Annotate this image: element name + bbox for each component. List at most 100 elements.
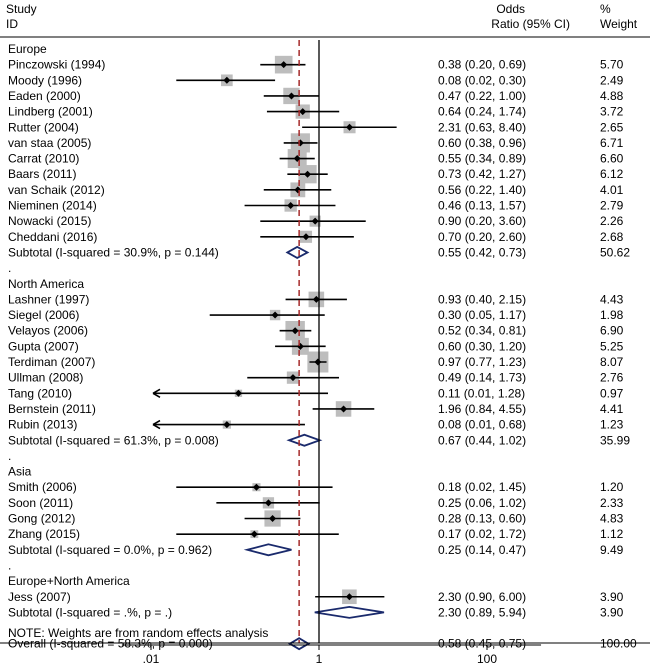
study-or-ci: 0.49 (0.14, 1.73) xyxy=(438,371,526,385)
study-ci-arrow xyxy=(152,419,161,430)
study-point-estimate xyxy=(280,61,288,69)
study-point-estimate xyxy=(264,499,272,507)
study-or-ci: 0.70 (0.20, 2.60) xyxy=(438,230,526,244)
x-axis: .01 1 100 xyxy=(121,644,542,666)
study-point-estimate xyxy=(291,327,299,335)
study-weight: 3.72 xyxy=(600,105,624,119)
subtotal-diamond xyxy=(243,543,292,557)
group-label: Europe xyxy=(8,42,47,56)
study-weight: 5.70 xyxy=(600,58,624,72)
study-weight: 2.33 xyxy=(600,496,624,510)
spacer-dot: . xyxy=(8,558,11,572)
study-label: Smith (2006) xyxy=(8,480,77,494)
overall-diamond xyxy=(288,637,311,651)
header-weight: Weight xyxy=(600,17,638,31)
study-label: Lindberg (2001) xyxy=(8,105,93,119)
header-percent: % xyxy=(600,2,611,16)
study-label: Rubin (2013) xyxy=(8,418,77,432)
study-point-estimate xyxy=(250,530,258,538)
study-or-ci: 0.97 (0.77, 1.23) xyxy=(438,355,526,369)
study-ci-arrow xyxy=(152,388,161,398)
study-weight: 6.90 xyxy=(600,324,624,338)
subtotal-diamond xyxy=(285,245,310,259)
forest-rows: Europe Pinczowski (1994) 0.38 (0.20, 0.69)… xyxy=(8,40,637,651)
x-tick-label: 100 xyxy=(477,652,497,666)
study-or-ci: 2.30 (0.90, 6.00) xyxy=(438,590,526,604)
study-label: van staa (2005) xyxy=(8,136,91,150)
header-or-ci: Ratio (95% CI) xyxy=(491,17,570,31)
study-weight: 4.88 xyxy=(600,89,624,103)
study-label: Baars (2011) xyxy=(8,167,76,181)
overall-label: Overall (I-squared = 58.3%, p = 0.000) xyxy=(8,637,213,651)
subtotal-weight: 35.99 xyxy=(600,433,630,447)
study-weight: 2.76 xyxy=(600,371,624,385)
study-point-estimate xyxy=(311,217,319,225)
study-label: Tang (2010) xyxy=(8,386,72,400)
subtotal-label: Subtotal (I-squared = 61.3%, p = 0.008) xyxy=(8,433,219,447)
study-weight: 2.65 xyxy=(600,120,624,134)
study-weight: 4.41 xyxy=(600,402,624,416)
study-point-estimate xyxy=(252,483,260,491)
group-label: Europe+North America xyxy=(8,574,130,588)
subtotal-label: Subtotal (I-squared = .%, p = .) xyxy=(8,605,172,619)
study-or-ci: 0.38 (0.20, 0.69) xyxy=(438,58,526,72)
x-tick-label: 1 xyxy=(316,652,323,666)
study-point-estimate xyxy=(304,170,312,178)
study-or-ci: 0.08 (0.01, 0.68) xyxy=(438,418,526,432)
study-weight: 4.83 xyxy=(600,512,624,526)
study-weight: 2.68 xyxy=(600,230,624,244)
study-label: Lashner (1997) xyxy=(8,292,89,306)
overall-weight: 100.00 xyxy=(600,637,637,651)
study-label: Bernstein (2011) xyxy=(8,402,96,416)
subtotal-diamond xyxy=(286,433,323,447)
study-point-estimate xyxy=(271,311,279,319)
x-tick-label: .01 xyxy=(143,652,160,666)
study-point-estimate xyxy=(346,123,354,131)
study-point-estimate xyxy=(287,92,295,100)
study-point-estimate xyxy=(269,515,277,522)
study-weight: 1.12 xyxy=(600,527,624,541)
study-weight: 6.12 xyxy=(600,167,624,181)
group-label: Asia xyxy=(8,465,32,479)
study-label: Nowacki (2015) xyxy=(8,214,91,228)
study-weight: 2.49 xyxy=(600,73,624,87)
study-or-ci: 0.93 (0.40, 2.15) xyxy=(438,292,526,306)
study-or-ci: 0.90 (0.20, 3.60) xyxy=(438,214,526,228)
footnote: NOTE: Weights are from random effects an… xyxy=(8,626,268,640)
study-point-estimate xyxy=(234,389,242,397)
study-label: Ullman (2008) xyxy=(8,371,83,385)
subtotal-label: Subtotal (I-squared = 30.9%, p = 0.144) xyxy=(8,245,219,259)
study-or-ci: 0.60 (0.38, 0.96) xyxy=(438,136,526,150)
study-weight: 0.97 xyxy=(600,386,624,400)
overall-or-ci: 0.58 (0.45, 0.75) xyxy=(438,637,526,651)
study-label: Cheddani (2016) xyxy=(8,230,97,244)
study-or-ci: 0.30 (0.05, 1.17) xyxy=(438,308,526,322)
subtotal-weight: 9.49 xyxy=(600,543,624,557)
study-weight: 5.25 xyxy=(600,339,624,353)
study-label: Gong (2012) xyxy=(8,512,75,526)
study-or-ci: 0.18 (0.02, 1.45) xyxy=(438,480,526,494)
study-or-ci: 0.08 (0.02, 0.30) xyxy=(438,73,526,87)
study-label: Jess (2007) xyxy=(8,590,71,604)
study-point-estimate xyxy=(289,374,297,382)
study-or-ci: 0.25 (0.06, 1.02) xyxy=(438,496,526,510)
study-label: Siegel (2006) xyxy=(8,308,79,322)
study-weight: 4.43 xyxy=(600,292,624,306)
study-or-ci: 0.28 (0.13, 0.60) xyxy=(438,512,526,526)
subtotal-weight: 50.62 xyxy=(600,245,630,259)
study-label: Nieminen (2014) xyxy=(8,199,97,213)
study-or-ci: 0.52 (0.34, 0.81) xyxy=(438,324,526,338)
study-weight: 3.90 xyxy=(600,590,624,604)
study-label: Velayos (2006) xyxy=(8,324,88,338)
study-point-estimate xyxy=(312,295,320,303)
study-point-estimate xyxy=(223,421,231,429)
group-label: North America xyxy=(8,277,84,291)
subtotal-label: Subtotal (I-squared = 0.0%, p = 0.962) xyxy=(8,543,212,557)
study-label: Carrat (2010) xyxy=(8,152,79,166)
study-weight: 2.79 xyxy=(600,199,624,213)
header-id: ID xyxy=(6,17,18,31)
study-or-ci: 0.17 (0.02, 1.72) xyxy=(438,527,526,541)
study-weight: 1.20 xyxy=(600,480,624,494)
study-label: Soon (2011) xyxy=(8,496,73,510)
